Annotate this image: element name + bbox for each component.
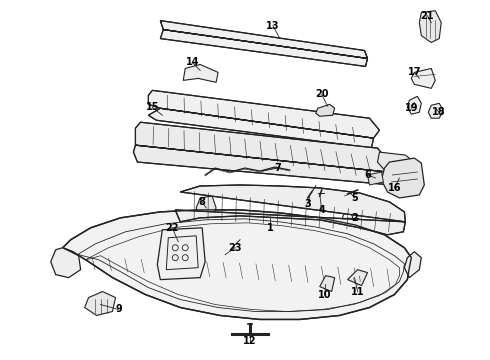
Polygon shape xyxy=(428,103,443,118)
Text: 10: 10 xyxy=(318,289,331,300)
Polygon shape xyxy=(319,276,335,292)
Polygon shape xyxy=(148,90,379,148)
Text: 19: 19 xyxy=(405,103,418,113)
Polygon shape xyxy=(51,248,81,278)
Polygon shape xyxy=(382,158,424,198)
Polygon shape xyxy=(347,270,368,285)
Text: 12: 12 xyxy=(243,336,257,346)
Text: 7: 7 xyxy=(274,163,281,173)
Text: 17: 17 xyxy=(408,67,421,77)
Polygon shape xyxy=(196,196,216,217)
Polygon shape xyxy=(407,96,421,114)
Text: 4: 4 xyxy=(318,205,325,215)
Text: 6: 6 xyxy=(364,170,371,180)
Polygon shape xyxy=(412,68,435,88)
Text: 14: 14 xyxy=(185,58,199,67)
Polygon shape xyxy=(157,228,205,280)
Text: 3: 3 xyxy=(304,199,311,209)
Text: 9: 9 xyxy=(115,305,122,315)
Text: 13: 13 xyxy=(266,21,280,31)
Text: 1: 1 xyxy=(267,223,273,233)
Text: 18: 18 xyxy=(433,107,446,117)
Text: 20: 20 xyxy=(315,89,328,99)
Polygon shape xyxy=(85,292,116,315)
Polygon shape xyxy=(160,21,368,67)
Text: 11: 11 xyxy=(351,287,364,297)
Text: 15: 15 xyxy=(146,102,159,112)
Text: 16: 16 xyxy=(388,183,401,193)
Polygon shape xyxy=(316,104,335,116)
Polygon shape xyxy=(175,185,405,235)
Polygon shape xyxy=(63,210,412,319)
Text: 2: 2 xyxy=(351,213,358,223)
Polygon shape xyxy=(404,252,421,278)
Text: 22: 22 xyxy=(166,223,179,233)
Polygon shape xyxy=(183,64,218,82)
Polygon shape xyxy=(368,172,384,185)
Text: 23: 23 xyxy=(228,243,242,253)
Polygon shape xyxy=(419,11,441,42)
Text: 5: 5 xyxy=(351,193,358,203)
Text: 21: 21 xyxy=(420,11,434,21)
Polygon shape xyxy=(133,122,392,185)
Polygon shape xyxy=(377,152,415,176)
Text: 8: 8 xyxy=(199,197,206,207)
